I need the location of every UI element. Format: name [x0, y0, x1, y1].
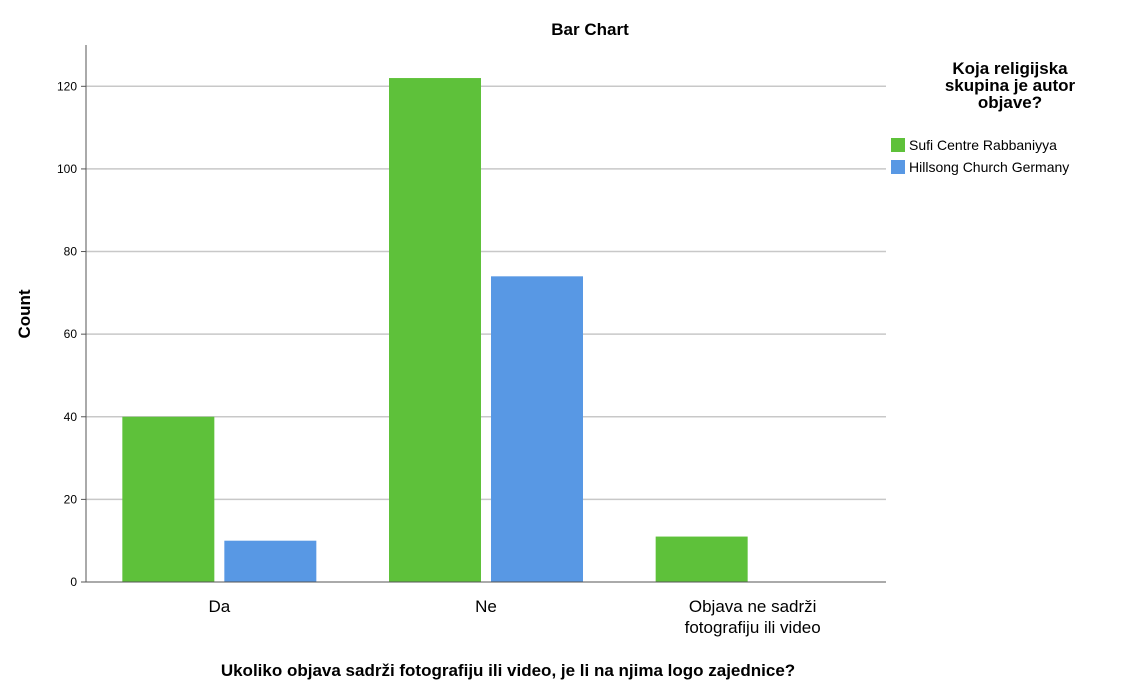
y-axis-label: Count [15, 289, 34, 338]
chart-title: Bar Chart [551, 20, 629, 39]
bar [491, 276, 583, 582]
y-tick-labels: 0 20 40 60 80 100 120 [57, 79, 86, 589]
axes [85, 45, 886, 583]
bar [122, 416, 215, 582]
legend-swatch [891, 138, 905, 152]
bar [224, 540, 317, 582]
bars [122, 78, 748, 583]
bar [389, 78, 481, 583]
legend-title: skupina je autor [945, 76, 1076, 95]
legend-swatch [891, 160, 905, 174]
y-tick-label: 40 [64, 410, 78, 424]
x-tick-label: Objava ne sadrži [689, 597, 817, 616]
y-tick-label: 60 [64, 327, 78, 341]
legend-entry: Sufi Centre Rabbaniyya [909, 137, 1057, 153]
x-tick-label: fotografiju ili video [685, 618, 821, 637]
gridlines [86, 85, 886, 501]
bar [655, 536, 748, 582]
legend-entry: Hillsong Church Germany [909, 159, 1069, 175]
legend-title: Koja religijska [952, 59, 1068, 78]
y-tick-label: 100 [57, 162, 77, 176]
y-tick-label: 120 [57, 79, 77, 93]
x-axis-label: Ukoliko objava sadrži fotografiju ili vi… [221, 661, 795, 680]
y-tick-label: 80 [64, 245, 78, 259]
y-tick-label: 20 [64, 492, 78, 506]
legend-title: objave? [978, 93, 1042, 112]
x-tick-label: Da [208, 597, 230, 616]
y-tick-label: 0 [70, 575, 77, 589]
x-tick-label: Ne [475, 597, 497, 616]
x-tick-labels: Da Ne Objava ne sadrži fotografiju ili vide… [208, 597, 820, 637]
